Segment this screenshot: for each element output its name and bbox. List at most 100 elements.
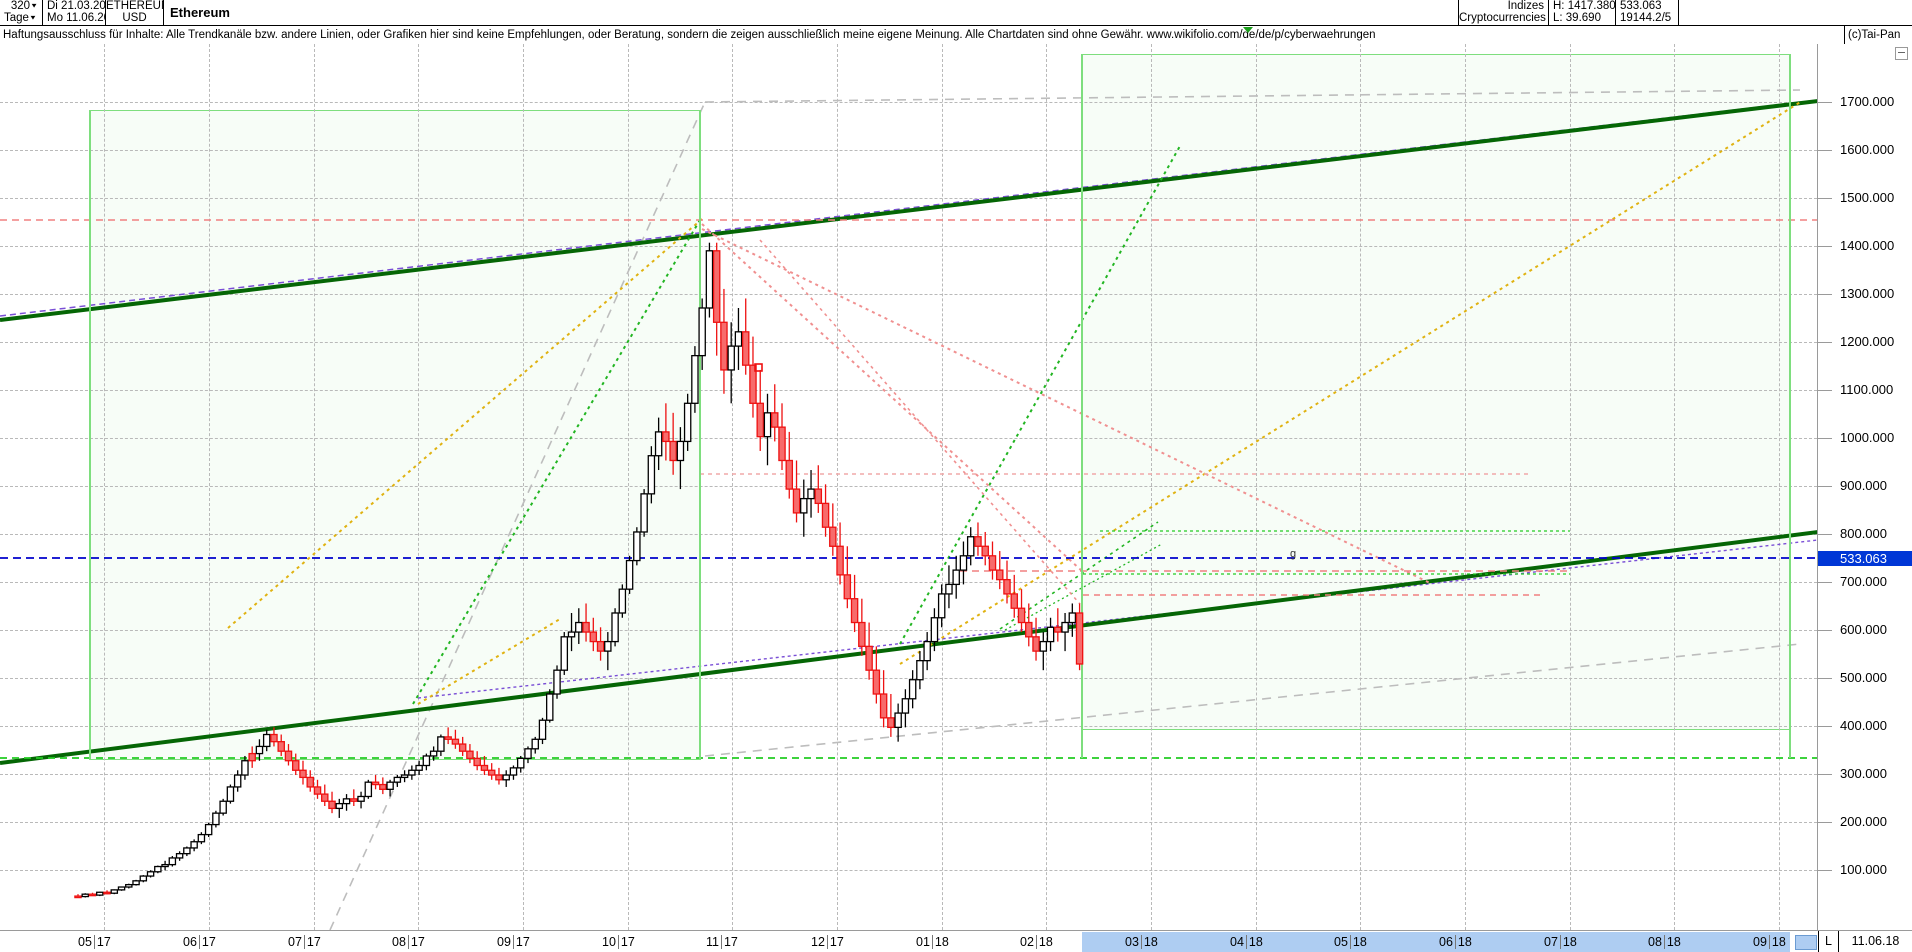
forecast-range-highlight[interactable] — [1082, 932, 1790, 952]
currency-code: USD — [122, 12, 147, 24]
gridline-h — [0, 870, 1817, 871]
ohlc-body — [887, 717, 895, 729]
ohlc-body — [865, 645, 873, 671]
gridline-v — [942, 44, 943, 930]
chevron-down-icon[interactable]: ▼ — [30, 2, 38, 10]
gridline-h — [0, 342, 1817, 343]
ohlc-body — [974, 536, 982, 547]
gridline-v — [314, 44, 315, 930]
ohlc-body — [103, 891, 111, 895]
ohlc-body — [625, 559, 634, 590]
y-tick — [1818, 198, 1832, 199]
ohlc-body — [945, 583, 953, 595]
ohlc-body — [197, 833, 206, 843]
ohlc-body — [872, 669, 881, 695]
bars-count[interactable]: 320▼ — [10, 0, 38, 12]
peak-marker-square — [754, 363, 763, 372]
high-value: H: 1417.380 — [1553, 0, 1615, 12]
instrument-name: Ethereum — [170, 5, 230, 20]
ohlc-body — [117, 886, 126, 891]
gridline-h — [0, 726, 1817, 727]
ohlc-body — [299, 769, 307, 779]
header-high-low: H: 1417.380 L: 39.690 — [1549, 0, 1615, 25]
ohlc-body — [669, 440, 677, 462]
ohlc-body — [190, 841, 198, 849]
ohlc-body — [415, 764, 423, 771]
y-label: 1400.000 — [1840, 238, 1895, 253]
ohlc-body — [444, 736, 452, 740]
trendline-green-dotted-rising-1 — [412, 219, 701, 705]
low-value: L: 39.690 — [1553, 12, 1601, 24]
ohlc-body — [654, 431, 663, 457]
ohlc-body — [785, 459, 794, 490]
last-price-marker[interactable]: 533.063 — [1818, 551, 1912, 566]
gridline-h — [0, 438, 1817, 439]
price-axis[interactable]: 1700.000 1600.000 1500.000 1400.000 1300… — [1818, 44, 1912, 930]
ohlc-body — [473, 757, 481, 767]
ohlc-body — [313, 786, 322, 795]
ohlc-body — [125, 883, 133, 888]
group-indizes: Indizes — [1507, 0, 1544, 12]
ohlc-body — [618, 588, 627, 614]
disclaimer-text: Haftungsausschluss für Inhalte: Alle Tre… — [3, 29, 1376, 41]
ohlc-body — [930, 617, 939, 643]
range-color-swatch — [1795, 935, 1817, 950]
symbol-code: ETHEREUM — [106, 0, 163, 12]
ohlc-body — [756, 402, 764, 438]
ohlc-body — [88, 893, 97, 897]
y-label: 1500.000 — [1840, 190, 1895, 205]
gridline-v — [1779, 44, 1780, 930]
ohlc-body — [1054, 626, 1062, 633]
ohlc-body — [400, 774, 409, 779]
ohlc-body — [712, 250, 721, 323]
x-label: 01 18 — [916, 935, 949, 949]
trendline-gray-dashed-rising — [704, 89, 1801, 103]
trendline-gold-dotted-rising-2 — [899, 100, 1803, 665]
gridline-v — [732, 44, 733, 930]
ohlc-body — [437, 736, 445, 752]
ohlc-body — [212, 812, 220, 826]
y-label: 600.000 — [1840, 622, 1887, 637]
ohlc-body — [734, 331, 743, 347]
ohlc-body — [204, 823, 213, 836]
header-last-volume: 533.063 19144.2/5 — [1616, 0, 1678, 25]
ohlc-body — [429, 750, 438, 757]
y-label: 300.000 — [1840, 766, 1887, 781]
x-label: 08 17 — [392, 935, 425, 949]
gridline-v — [104, 44, 105, 930]
divider — [1678, 0, 1679, 25]
y-label: 200.000 — [1840, 814, 1887, 829]
gridline-h — [0, 486, 1817, 487]
y-label: 900.000 — [1840, 478, 1887, 493]
ohlc-body — [1061, 621, 1069, 633]
ohlc-body — [219, 800, 227, 814]
ohlc-body — [480, 764, 489, 771]
last-value: 533.063 — [1620, 0, 1662, 12]
log-scale-toggle[interactable]: L — [1818, 931, 1838, 952]
gridline-h — [0, 534, 1817, 535]
ohlc-body — [1003, 578, 1011, 595]
ohlc-body — [792, 488, 801, 514]
interval-selector[interactable]: Tage▼ — [4, 12, 37, 24]
gridline-v — [1465, 44, 1466, 930]
time-axis[interactable]: 05 17 06 17 07 17 08 17 09 17 10 17 11 17 12 17 … — [0, 930, 1912, 952]
gridline-h — [0, 150, 1817, 151]
ohlc-body — [1010, 593, 1019, 609]
ohlc-series — [74, 242, 1084, 899]
chart-plot-area[interactable]: g — [0, 44, 1818, 930]
ohlc-body — [291, 760, 300, 771]
collapse-axis-button[interactable] — [1895, 47, 1908, 60]
y-tick — [1818, 822, 1832, 823]
ohlc-body — [698, 307, 706, 357]
gridline-h — [0, 678, 1817, 679]
chevron-down-icon[interactable]: ▼ — [28, 14, 37, 22]
header-bars-and-interval[interactable]: 320▼ Tage▼ — [0, 0, 42, 25]
ohlc-body — [226, 786, 235, 802]
ohlc-body — [858, 621, 866, 648]
cursor-date-readout: 11.06.18 — [1838, 931, 1912, 952]
x-label: 12 17 — [811, 935, 844, 949]
ohlc-body — [778, 426, 786, 462]
y-label: 700.000 — [1840, 574, 1887, 589]
ohlc-body — [241, 760, 249, 776]
ohlc-body — [487, 769, 496, 776]
